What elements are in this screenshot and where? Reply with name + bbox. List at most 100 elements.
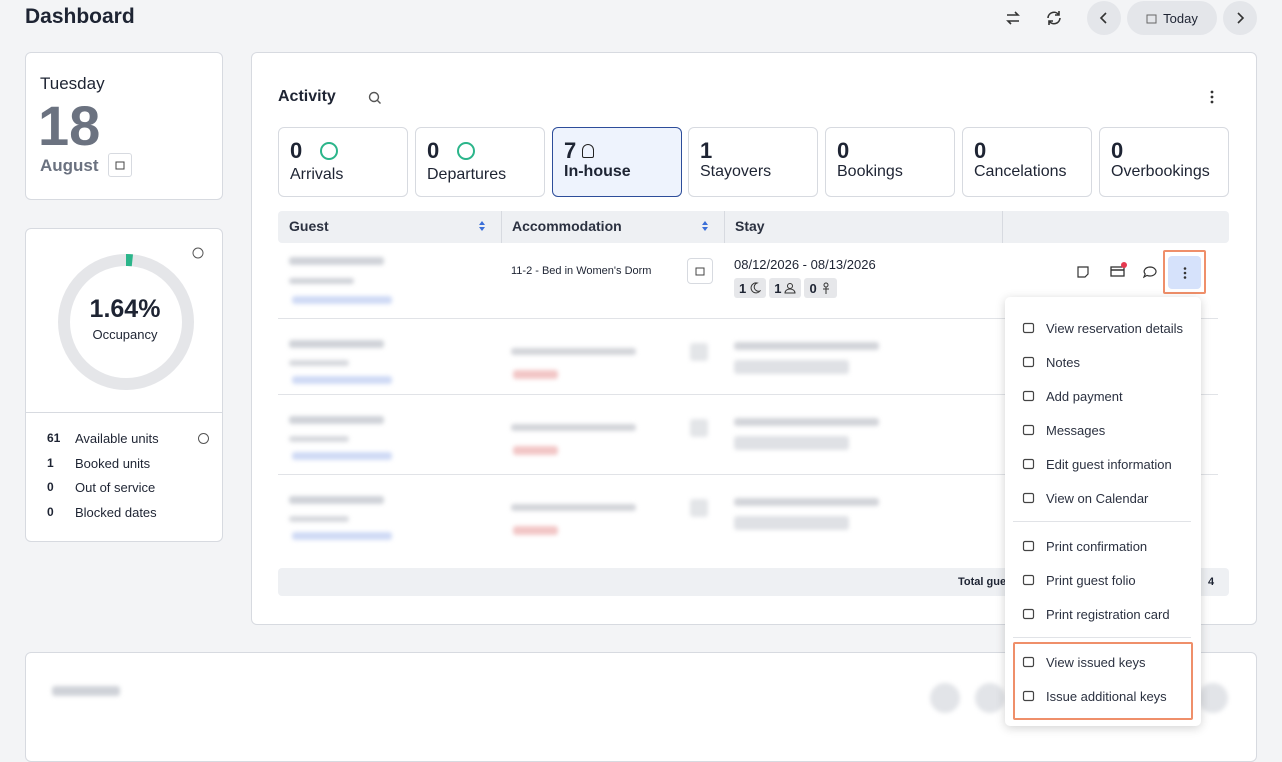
payment-icon[interactable] [1110, 262, 1128, 278]
tab-label: Overbookings [1111, 163, 1210, 181]
tab-count: 1 [700, 138, 712, 164]
stat-value: 1 [47, 456, 54, 470]
stat-label: Out of service [75, 480, 155, 495]
menu-label: Messages [1046, 423, 1105, 438]
column-header[interactable]: Guest [289, 218, 329, 234]
menu-label: Edit guest information [1046, 457, 1172, 472]
menu-item[interactable]: View reservation details [1006, 313, 1199, 343]
adults: 1 [774, 281, 781, 296]
blurred-tag [513, 370, 558, 379]
stay-badges: 1 1 0 [734, 278, 840, 298]
sort-icon[interactable] [477, 219, 487, 233]
activity-menu[interactable] [1208, 89, 1216, 105]
occupancy-percent: 1.64% [26, 295, 224, 324]
page: Dashboard {"header":{"title":"Dashboard"… [0, 0, 1282, 737]
menu-label: View on Calendar [1046, 491, 1148, 506]
blurred-text [289, 278, 354, 284]
total-value: 4 [1208, 576, 1214, 588]
menu-icon [1022, 656, 1036, 668]
col-divider [724, 211, 725, 243]
next-button[interactable] [1223, 1, 1257, 35]
blurred-badges [734, 516, 849, 530]
tab-label: Stayovers [700, 163, 771, 181]
blurred-text [289, 496, 384, 504]
calendar-button[interactable] [108, 153, 132, 177]
menu-item[interactable]: Notes [1006, 347, 1199, 377]
menu-icon [1022, 608, 1036, 620]
blurred-tags [292, 296, 392, 304]
tab-label: Cancelations [974, 163, 1067, 181]
column-header[interactable]: Accommodation [512, 218, 622, 234]
blurred-title [52, 686, 120, 696]
menu-item[interactable]: Add payment [1006, 381, 1199, 411]
menu-icon [1022, 458, 1036, 470]
check-icon [457, 142, 475, 160]
divider [26, 412, 222, 413]
menu-label: View reservation details [1046, 321, 1183, 336]
blurred-badges [734, 360, 849, 374]
prev-button[interactable] [1087, 1, 1121, 35]
menu-icon [1022, 492, 1036, 504]
blurred-tag [513, 526, 558, 535]
stat-label: Blocked dates [75, 505, 157, 520]
blurred-tags [292, 532, 392, 540]
messages-icon[interactable] [1143, 266, 1157, 279]
refresh-icon[interactable] [1045, 9, 1063, 27]
tab-count: 0 [837, 138, 849, 164]
blurred-button [690, 419, 708, 437]
tab-count: 0 [427, 138, 439, 164]
today-button[interactable]: Today [1127, 1, 1217, 35]
calendar-button[interactable] [687, 258, 713, 284]
blurred-text [734, 498, 879, 506]
search-icon[interactable] [368, 91, 382, 105]
tab-label: In-house [564, 163, 631, 181]
month: August [40, 156, 99, 176]
blurred-button [690, 343, 708, 361]
menu-item[interactable]: Print guest folio [1006, 565, 1199, 595]
menu-item[interactable]: View issued keys [1006, 647, 1199, 677]
blurred-text [289, 436, 349, 442]
menu-icon [1022, 574, 1036, 586]
blurred-badges [734, 436, 849, 450]
menu-item[interactable]: View on Calendar [1006, 483, 1199, 513]
sort-icon[interactable] [700, 219, 710, 233]
row-menu-button[interactable] [1168, 256, 1201, 289]
activity-title: Activity [278, 88, 336, 106]
blurred-text [289, 340, 384, 348]
notes-icon[interactable] [1077, 266, 1089, 278]
menu-divider [1013, 521, 1191, 522]
menu-item[interactable]: Print confirmation [1006, 531, 1199, 561]
blurred-button [930, 683, 960, 713]
blurred-text [511, 348, 636, 355]
tab-label: Arrivals [290, 166, 343, 184]
menu-item[interactable]: Messages [1006, 415, 1199, 445]
info-icon[interactable] [198, 433, 209, 444]
stat-value: 0 [47, 505, 54, 519]
menu-item[interactable]: Issue additional keys [1006, 681, 1199, 711]
date-card: Tuesday 18 August [25, 52, 223, 200]
info-icon[interactable] [193, 248, 203, 258]
today-label: Today [1163, 11, 1198, 26]
blurred-button [975, 683, 1005, 713]
col-divider [501, 211, 502, 243]
menu-icon [1022, 356, 1036, 368]
menu-icon [1022, 390, 1036, 402]
stat-value: 61 [47, 431, 60, 445]
stat-value: 0 [47, 480, 54, 494]
menu-label: Print registration card [1046, 607, 1170, 622]
children-badge: 0 [804, 278, 836, 298]
tab-label: Bookings [837, 163, 903, 181]
menu-item[interactable]: Edit guest information [1006, 449, 1199, 479]
menu-label: View issued keys [1046, 655, 1145, 670]
swap-icon[interactable] [1004, 10, 1022, 26]
menu-item[interactable]: Print registration card [1006, 599, 1199, 629]
blurred-text [511, 424, 636, 431]
